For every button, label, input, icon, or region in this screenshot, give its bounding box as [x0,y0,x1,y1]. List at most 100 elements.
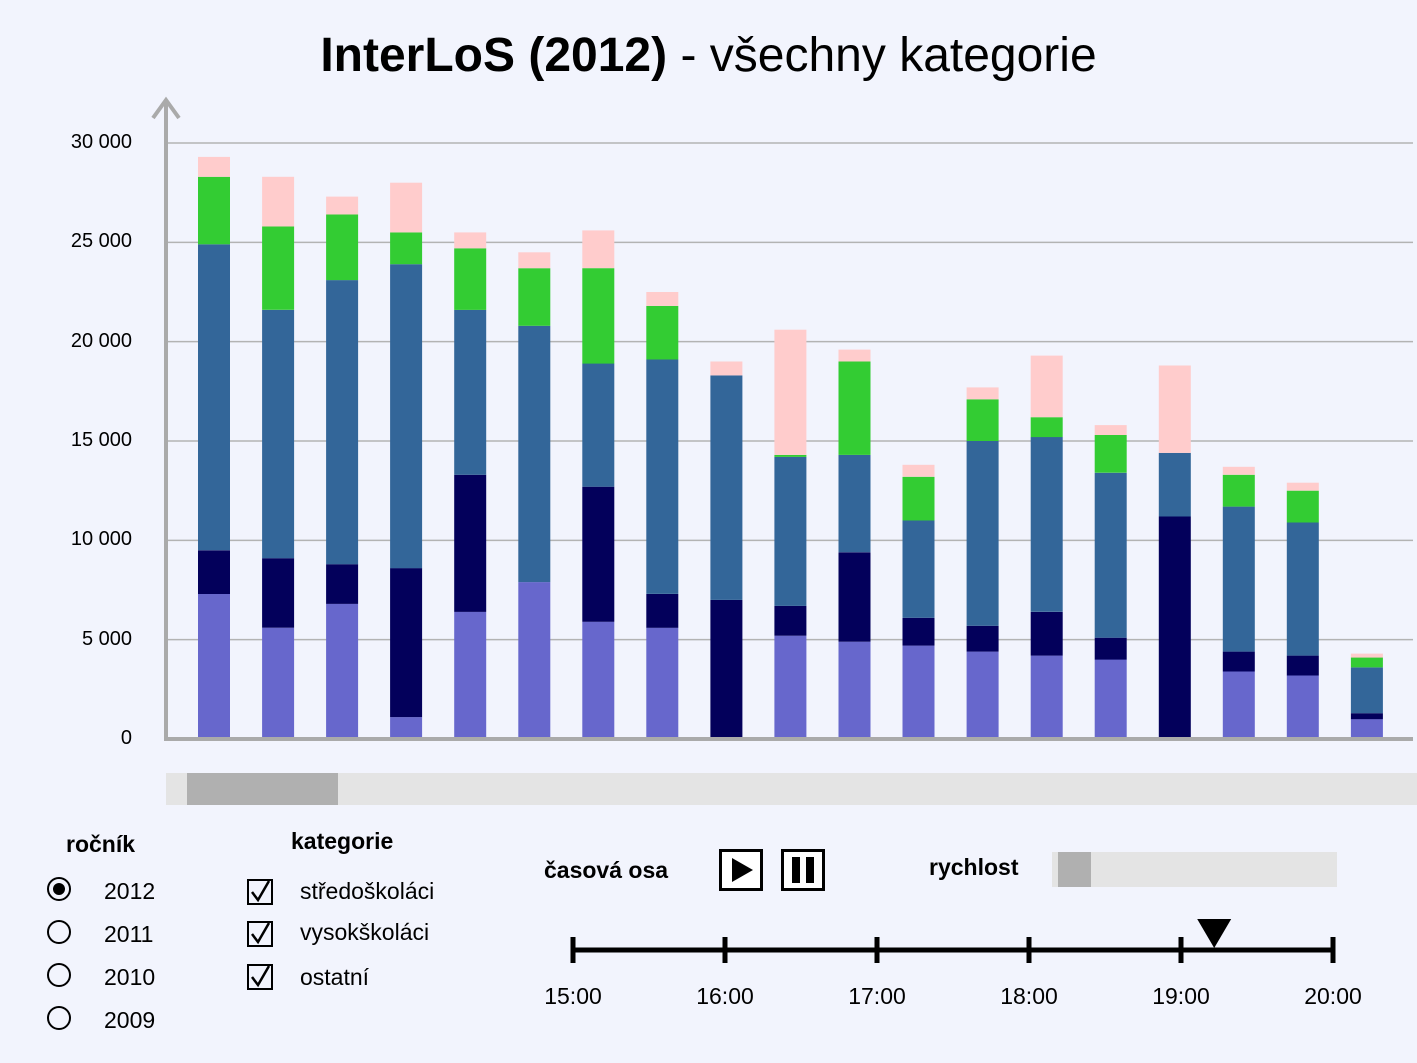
timeline-label: 16:00 [696,983,754,1009]
checkbox-label-ostatni: ostatní [300,964,370,990]
bar-11-segment-5 [838,349,871,362]
bar-6-segment-1 [518,582,551,739]
bar-4-segment-5 [390,182,423,233]
play-button[interactable] [719,849,763,891]
bar-17-segment-2 [1222,651,1255,672]
bar-8-segment-1 [646,627,679,739]
bar-11-segment-1 [838,641,871,739]
rocnik-heading: ročník [66,831,136,857]
checkbox-vysokoskolaci[interactable] [247,921,273,947]
bar-17-segment-1 [1222,671,1255,739]
chart [151,96,1413,741]
bar-10-segment-1 [774,635,807,739]
bar-1-segment-5 [198,156,230,177]
bar-12-segment-2 [902,617,935,646]
radio-label-2009: 2009 [104,1007,156,1033]
play-icon [732,858,753,882]
chart-scrollbar-thumb[interactable] [187,773,338,805]
y-tick-label: 20 000 [70,329,132,352]
timeline-label: 19:00 [1152,983,1210,1009]
radio-2011[interactable] [47,920,71,944]
chart-title-rest: - všechny kategorie [667,29,1097,82]
bar-12-segment-5 [902,464,935,477]
bar-5-segment-3 [454,309,487,475]
y-tick-label: 30 000 [70,131,132,153]
bar-19-segment-5 [1350,653,1383,658]
bar-12-segment-3 [902,520,935,618]
bar-19-segment-1 [1350,719,1383,739]
chart-title-bold: InterLoS (2012) [320,29,668,82]
bar-15-segment-5 [1094,425,1127,435]
radio-2010[interactable] [47,963,71,987]
y-tick-label: 5 000 [81,627,132,650]
radio-2012[interactable] [47,877,71,901]
speed-slider-thumb[interactable] [1058,852,1091,887]
bar-9-segment-5 [710,361,743,376]
timeline-marker-icon[interactable] [1197,919,1232,948]
bar-9-segment-3 [710,375,743,600]
bar-1-segment-2 [198,550,230,594]
bar-2-segment-5 [262,176,295,227]
timeline-heading: časová osa [544,857,669,883]
kategorie-heading: kategorie [291,828,394,854]
bar-14-segment-3 [1030,437,1063,612]
bar-15-segment-4 [1094,435,1127,473]
bar-18-segment-2 [1286,655,1319,676]
y-tick-label: 15 000 [70,429,132,451]
bar-5-segment-5 [454,232,487,249]
checkbox-label-vysokoskolaci: vysokškoláci [300,919,430,945]
bar-11-segment-4 [838,361,871,455]
bar-11-segment-2 [838,552,871,642]
bar-8-segment-4 [646,305,679,360]
chart-scrollbar-track[interactable] [166,773,1417,805]
bar-10-segment-2 [774,605,807,636]
bar-4-segment-4 [390,232,423,265]
bar-16-segment-3 [1158,452,1191,517]
bar-13-segment-5 [966,387,999,400]
bar-7-segment-3 [582,363,615,487]
checkmark-icon [251,923,271,945]
bar-2-segment-4 [262,226,295,310]
radio-label-2011: 2011 [104,921,154,947]
timeline-label: 18:00 [1000,983,1058,1009]
bar-19-segment-4 [1350,657,1383,668]
bar-5-segment-1 [454,611,487,739]
speed-slider-track[interactable] [1052,852,1337,887]
bar-6-segment-3 [518,325,551,583]
bar-17-segment-3 [1222,506,1255,652]
bar-7-segment-4 [582,268,615,364]
timeline-axis[interactable] [560,915,1360,975]
bar-14-segment-5 [1030,355,1063,418]
bar-14-segment-4 [1030,417,1063,438]
bar-4-segment-1 [390,717,423,739]
y-axis-arrow-icon [151,96,181,120]
y-tick-label: 10 000 [70,528,132,551]
bar-2-segment-3 [262,309,295,559]
bar-8-segment-3 [646,359,679,594]
radio-2009[interactable] [47,1006,71,1030]
bar-7-segment-5 [582,230,615,269]
bar-3-segment-3 [326,280,359,565]
bar-3-segment-2 [326,564,359,604]
checkbox-ostatni[interactable] [247,964,273,990]
checkmark-icon [251,966,271,988]
checkbox-stredoskolaci[interactable] [247,879,273,905]
bar-3-segment-5 [326,196,359,215]
bar-2-segment-1 [262,627,295,739]
bar-4-segment-2 [390,568,423,718]
bar-13-segment-4 [966,399,999,441]
bar-15-segment-1 [1094,659,1127,739]
bar-19-segment-3 [1350,667,1383,714]
bar-4-segment-3 [390,264,423,569]
bar-7-segment-2 [582,486,615,622]
bar-19-segment-2 [1350,713,1383,720]
pause-button[interactable] [781,849,825,891]
bar-10-segment-5 [774,329,807,455]
bar-2-segment-2 [262,558,295,628]
bar-13-segment-3 [966,441,999,626]
bar-3-segment-4 [326,214,359,281]
bar-16-segment-2 [1158,516,1191,739]
bar-18-segment-3 [1286,522,1319,656]
bar-15-segment-2 [1094,637,1127,660]
bar-13-segment-1 [966,651,999,739]
